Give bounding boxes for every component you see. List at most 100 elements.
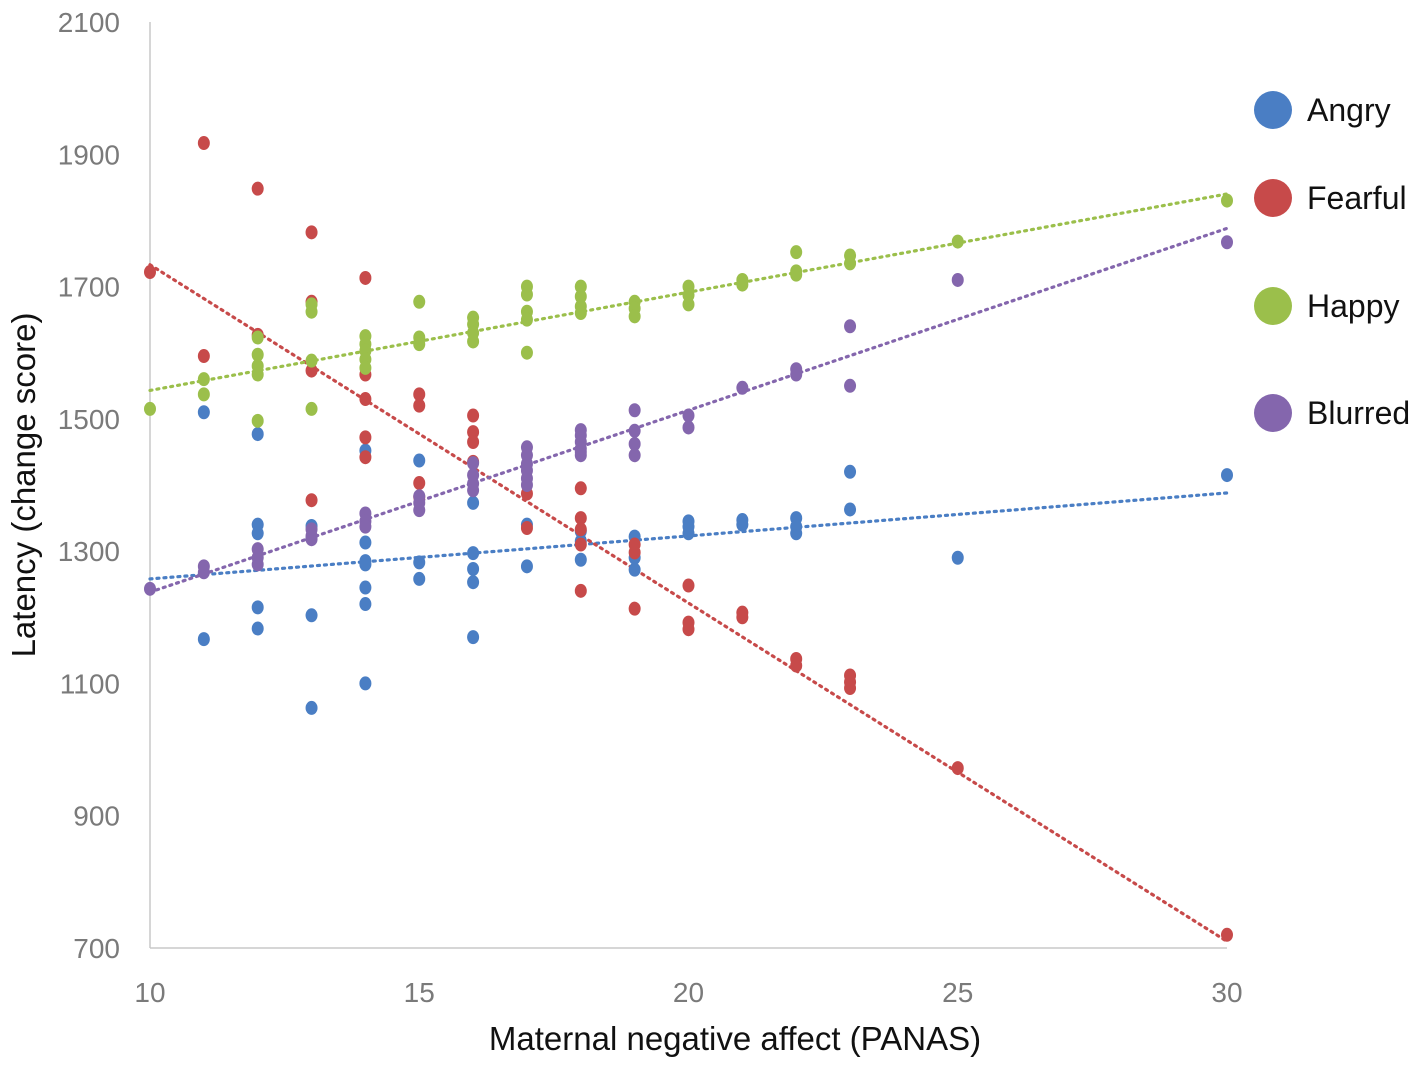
y-tick-label: 2100 <box>58 7 120 38</box>
point-blurred <box>1221 235 1233 250</box>
point-happy <box>574 306 587 321</box>
point-fearful <box>359 430 372 445</box>
point-happy <box>197 372 210 387</box>
point-happy <box>413 337 426 352</box>
legend-item-fearful: Fearful <box>1254 179 1407 217</box>
point-happy <box>1221 193 1233 208</box>
point-blurred <box>790 367 803 382</box>
point-angry <box>413 555 426 570</box>
point-angry <box>574 552 587 567</box>
y-tick-label: 1700 <box>58 272 120 303</box>
point-angry <box>790 526 803 541</box>
point-angry <box>305 700 318 715</box>
point-fearful <box>628 545 641 560</box>
point-fearful <box>682 622 695 637</box>
point-happy <box>574 279 587 294</box>
point-blurred <box>844 319 857 334</box>
point-blurred <box>359 519 372 534</box>
point-fearful <box>197 349 210 364</box>
legend-label: Angry <box>1307 92 1391 128</box>
y-tick-label: 1100 <box>60 668 120 699</box>
point-fearful <box>359 392 372 407</box>
point-fearful <box>574 481 587 496</box>
point-angry <box>197 632 210 647</box>
x-tick-label: 30 <box>1211 977 1242 1008</box>
point-angry <box>413 453 426 468</box>
point-happy <box>251 367 264 382</box>
point-happy <box>305 353 318 368</box>
point-fearful <box>628 601 641 616</box>
point-blurred <box>628 403 641 418</box>
point-happy <box>251 347 264 362</box>
point-fearful <box>305 363 318 378</box>
point-blurred <box>628 448 641 463</box>
y-tick-label: 1300 <box>58 536 120 567</box>
point-happy <box>844 256 857 271</box>
point-angry <box>628 562 641 577</box>
x-tick-label: 25 <box>942 977 973 1008</box>
point-angry <box>1221 468 1233 483</box>
point-happy <box>628 309 641 324</box>
point-angry <box>520 559 533 574</box>
point-angry <box>467 546 480 561</box>
point-fearful <box>251 181 264 196</box>
point-angry <box>305 608 318 623</box>
point-fearful <box>951 761 964 776</box>
point-blurred <box>628 423 641 438</box>
point-fearful <box>844 681 857 696</box>
point-fearful <box>574 583 587 598</box>
point-angry <box>359 580 372 595</box>
point-blurred <box>844 378 857 393</box>
data-points <box>144 136 1233 942</box>
point-blurred <box>682 408 695 423</box>
y-tick-label: 1900 <box>58 139 120 170</box>
y-tick-label: 700 <box>73 933 120 964</box>
point-angry <box>359 535 372 550</box>
point-happy <box>682 297 695 312</box>
point-happy <box>251 330 264 345</box>
legend-item-happy: Happy <box>1254 287 1400 325</box>
point-blurred <box>413 503 426 518</box>
trend-line-fearful <box>148 263 1229 943</box>
point-fearful <box>305 225 318 240</box>
point-happy <box>520 287 533 302</box>
point-angry <box>467 575 480 590</box>
point-angry <box>251 600 264 615</box>
point-happy <box>305 401 318 416</box>
point-fearful <box>736 610 749 625</box>
legend: Angry Fearful Happy Blurred <box>1254 91 1410 432</box>
point-happy <box>790 245 803 260</box>
legend-marker <box>1254 287 1292 325</box>
point-happy <box>251 413 264 428</box>
point-fearful <box>467 408 480 423</box>
point-fearful <box>413 476 426 491</box>
point-angry <box>951 550 964 565</box>
point-blurred <box>467 456 480 471</box>
point-fearful <box>305 493 318 508</box>
point-angry <box>467 495 480 510</box>
y-axis-title: Latency (change score) <box>5 313 42 658</box>
point-happy <box>197 387 210 402</box>
point-fearful <box>574 522 587 537</box>
point-fearful <box>359 450 372 465</box>
point-angry <box>844 502 857 517</box>
point-happy <box>520 345 533 360</box>
x-tick-labels: 10 15 20 25 30 <box>134 977 1242 1008</box>
point-angry <box>682 526 695 541</box>
point-fearful <box>574 511 587 526</box>
point-fearful <box>413 387 426 402</box>
point-fearful <box>467 425 480 440</box>
point-angry <box>736 517 749 532</box>
legend-label: Fearful <box>1307 180 1407 216</box>
point-fearful <box>1221 927 1233 942</box>
point-fearful <box>413 398 426 413</box>
legend-label: Happy <box>1307 288 1400 324</box>
point-angry <box>359 676 372 691</box>
x-tick-label: 15 <box>404 977 435 1008</box>
legend-item-angry: Angry <box>1254 91 1391 129</box>
point-angry <box>359 597 372 612</box>
y-tick-label: 900 <box>73 801 120 832</box>
point-happy <box>790 267 803 282</box>
